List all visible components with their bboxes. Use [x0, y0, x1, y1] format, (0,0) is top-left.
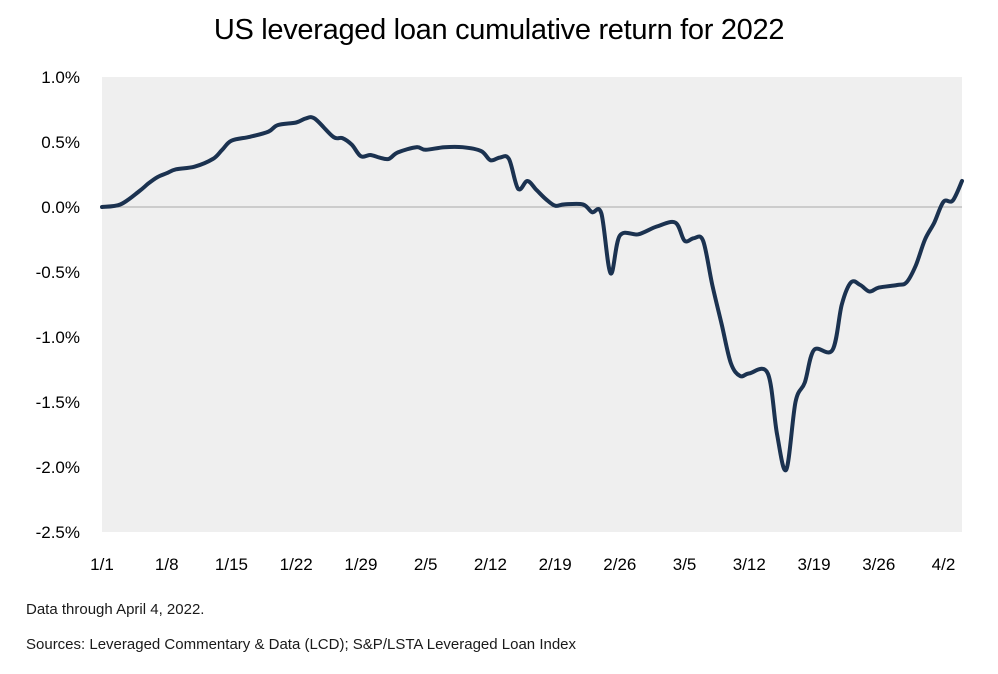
y-tick-label: 1.0%: [41, 68, 80, 87]
y-tick-label: 0.0%: [41, 198, 80, 217]
y-tick-label: -2.0%: [36, 458, 80, 477]
x-tick-label: 2/12: [474, 555, 507, 574]
x-tick-label: 1/29: [344, 555, 377, 574]
x-tick-label: 1/22: [280, 555, 313, 574]
y-tick-label: 0.5%: [41, 133, 80, 152]
y-tick-label: -2.5%: [36, 523, 80, 542]
chart-title: US leveraged loan cumulative return for …: [213, 14, 785, 46]
x-tick-label: 3/5: [673, 555, 697, 574]
y-axis: 1.0% 0.5% 0.0% -0.5% -1.0% -1.5% -2.0% -2.5%: [36, 68, 80, 542]
plot-area: [102, 77, 962, 532]
x-axis: 1/1 1/8 1/15 1/22 1/29 2/5 2/12 2/19 2/26 3/5 3/12…: [90, 555, 955, 574]
y-tick-label: -1.5%: [36, 393, 80, 412]
x-tick-label: 2/19: [539, 555, 572, 574]
data-through-note: Data through April 4, 2022.: [26, 601, 205, 618]
x-tick-label: 3/12: [733, 555, 766, 574]
x-tick-label: 3/26: [862, 555, 895, 574]
x-tick-label: 4/2: [932, 555, 956, 574]
y-tick-label: -0.5%: [36, 263, 80, 282]
x-tick-label: 1/15: [215, 555, 248, 574]
sources-note: Sources: Leveraged Commentary & Data (LC…: [26, 636, 577, 653]
x-tick-label: 1/1: [90, 555, 114, 574]
series-group: [100, 115, 964, 473]
x-tick-label: 2/5: [414, 555, 438, 574]
x-tick-label: 1/8: [155, 555, 179, 574]
x-tick-label: 3/19: [797, 555, 830, 574]
x-tick-label: 2/26: [603, 555, 636, 574]
y-tick-label: -1.0%: [36, 328, 80, 347]
series-line: [100, 115, 964, 473]
